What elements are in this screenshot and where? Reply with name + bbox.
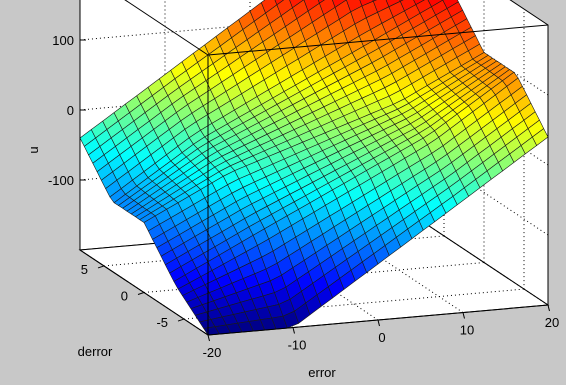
x-tick-label: 0 (378, 330, 385, 345)
z-axis-label: u (26, 146, 41, 153)
surface-patch (532, 128, 549, 146)
x-axis-label: error (308, 365, 336, 380)
z-tick-label: -100 (48, 173, 74, 188)
x-tick-mark (462, 312, 465, 319)
y-tick-label: 5 (81, 262, 88, 277)
x-tick-mark (207, 334, 210, 342)
axes-box-front (79, 0, 549, 336)
z-tick-label: 100 (52, 33, 74, 48)
x-tick-mark (377, 319, 380, 327)
x-tick-mark (292, 327, 295, 334)
y-tick-mark (137, 292, 145, 295)
box-edge (124, 0, 209, 56)
y-axis-label: derror (78, 344, 113, 359)
y-tick-mark (177, 318, 185, 322)
y-tick-mark (97, 265, 105, 269)
x-tick-label: -20 (203, 345, 222, 360)
y-tick-label: -5 (156, 315, 168, 330)
box-edge (207, 24, 549, 56)
x-tick-label: 10 (460, 323, 474, 338)
surface-mesh (79, 0, 549, 336)
x-tick-label: -10 (288, 338, 307, 353)
x-tick-label: 20 (545, 315, 559, 330)
y-tick-label: 0 (121, 289, 128, 304)
x-tick-mark (547, 304, 550, 312)
z-tick-label: 0 (67, 103, 74, 118)
